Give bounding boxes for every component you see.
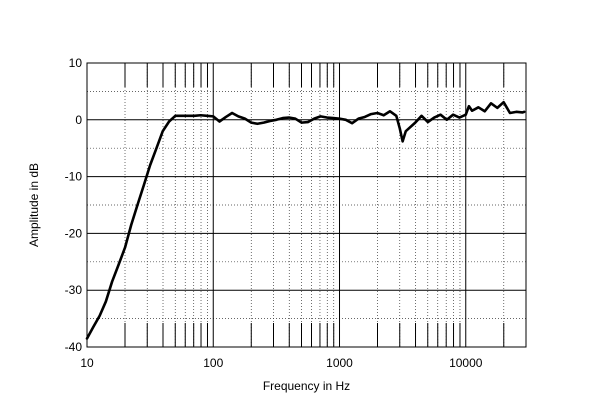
y-axis-title: Amplitude in dB	[27, 163, 41, 247]
x-axis-title: Frequency in Hz	[263, 379, 350, 393]
x-tick-label: 100	[203, 356, 223, 370]
plot-frame	[86, 62, 527, 348]
y-tick-label: -20	[65, 226, 83, 240]
y-tick-label: -30	[65, 283, 83, 297]
x-tick-label: 1000	[326, 356, 353, 370]
y-tick-label: -40	[65, 340, 83, 354]
minor-grid	[87, 63, 526, 347]
y-tick-label: 10	[69, 56, 83, 70]
series-line	[85, 100, 526, 340]
x-axis-ticks: 10 100 1000 10000	[80, 356, 482, 370]
x-tick-label: 10000	[449, 356, 483, 370]
major-grid	[87, 63, 526, 347]
y-tick-label: -10	[65, 170, 83, 184]
x-tick-label: 10	[80, 356, 94, 370]
y-tick-label: 0	[75, 113, 82, 127]
y-axis-ticks: -40 -30 -20 -10 0 10	[65, 56, 83, 354]
